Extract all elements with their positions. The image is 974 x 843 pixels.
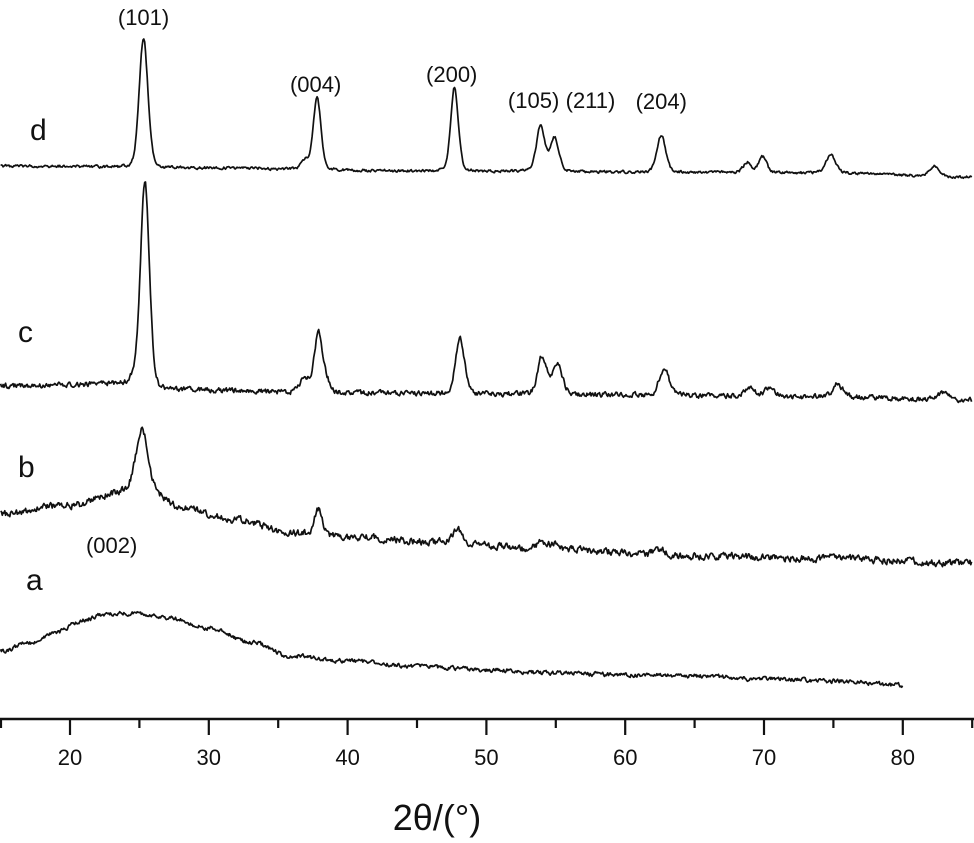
xrd-curve-a — [0, 610, 904, 689]
tick-label: 60 — [613, 745, 637, 770]
xrd-curve-d — [0, 38, 973, 180]
x-axis: 20 30 40 50 60 70 80 2θ/(°) — [0, 717, 974, 838]
tick-label: 20 — [58, 745, 82, 770]
xrd-curves — [0, 38, 973, 689]
xrd-curve-c — [0, 181, 973, 404]
peak-annotations: (101) (004) (200) (105) (211) (204) (002) — [86, 5, 687, 558]
peak-annotation: (211) — [566, 88, 616, 113]
series-label-b: b — [18, 451, 35, 484]
peak-annotation: (105) — [508, 88, 559, 113]
peak-annotation: (200) — [426, 62, 477, 87]
tick-label: 50 — [474, 745, 498, 770]
peak-annotation: (002) — [86, 533, 137, 558]
peak-annotation: (004) — [290, 72, 341, 97]
tick-label: 30 — [197, 745, 221, 770]
tick-label: 80 — [891, 745, 915, 770]
tick-label: 40 — [335, 745, 359, 770]
series-label-d: d — [30, 114, 47, 147]
series-labels: d c b a — [18, 114, 47, 597]
tick-label: 70 — [752, 745, 776, 770]
series-label-c: c — [18, 316, 33, 349]
x-axis-ticks: 20 30 40 50 60 70 80 — [0, 719, 974, 770]
x-axis-label: 2θ/(°) — [393, 797, 481, 838]
peak-annotation: (101) — [118, 5, 169, 30]
series-label-a: a — [26, 564, 43, 597]
peak-annotation: (204) — [636, 89, 687, 114]
xrd-curve-b — [0, 426, 973, 568]
